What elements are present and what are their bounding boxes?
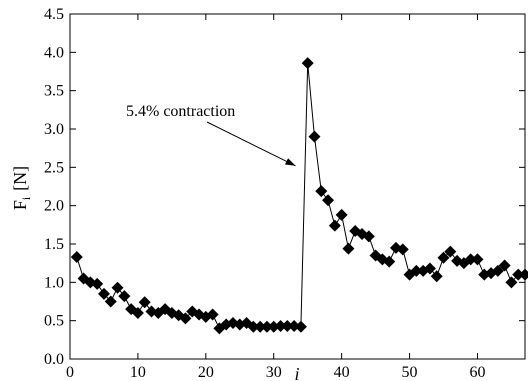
y-tick-label: 2.0 xyxy=(44,198,64,215)
y-tick-label: 2.5 xyxy=(44,159,64,176)
data-point xyxy=(328,219,341,232)
data-point xyxy=(118,290,131,303)
y-tick-label: 4.5 xyxy=(44,6,64,23)
data-point xyxy=(342,242,355,255)
data-point xyxy=(512,268,525,281)
data-point xyxy=(301,57,314,70)
data-point xyxy=(254,320,267,333)
x-tick-label: 50 xyxy=(402,364,418,381)
data-point xyxy=(281,320,294,333)
x-tick-label: 30 xyxy=(266,364,282,381)
y-tick-label: 3.0 xyxy=(44,121,64,138)
data-point xyxy=(498,259,511,272)
data-point xyxy=(519,268,528,281)
data-point xyxy=(247,320,260,333)
data-point xyxy=(491,264,504,277)
data-point xyxy=(383,255,396,268)
data-point xyxy=(97,287,110,300)
data-point xyxy=(335,208,348,221)
data-point xyxy=(288,320,301,333)
data-point xyxy=(315,185,328,198)
data-point xyxy=(444,245,457,258)
annotation-arrow xyxy=(206,121,296,167)
x-tick-label: 10 xyxy=(130,364,146,381)
data-point xyxy=(396,243,409,256)
data-point xyxy=(131,307,144,319)
axis-ticks xyxy=(69,13,525,360)
annotation-label: 5.4% contraction xyxy=(126,103,235,120)
y-axis-title-main: F xyxy=(10,200,30,210)
data-point xyxy=(138,296,151,309)
data-point xyxy=(70,251,83,264)
data-point xyxy=(464,253,477,266)
data-point xyxy=(437,251,450,264)
tick-labels: 0 10 20 30 40 50 60 0.0 0.5 1.0 1.5 2.0 2.5 3.0 3.5 4.0… xyxy=(44,6,485,381)
y-tick-label: 4.0 xyxy=(44,44,64,61)
x-axis-title: i xyxy=(294,364,299,381)
y-axis-title-subscript: i xyxy=(19,196,33,200)
data-point xyxy=(274,320,287,333)
data-point xyxy=(267,320,280,333)
data-point xyxy=(430,270,443,283)
data-point xyxy=(308,130,321,143)
x-tick-label: 40 xyxy=(334,364,350,381)
y-tick-label: 1.5 xyxy=(44,236,64,253)
data-point xyxy=(471,253,484,266)
plot-frame xyxy=(69,13,526,360)
data-point xyxy=(206,308,219,321)
data-point xyxy=(179,312,192,325)
data-point xyxy=(104,295,117,308)
data-point xyxy=(505,276,518,289)
y-tick-label: 3.5 xyxy=(44,83,64,100)
y-tick-label: 0.0 xyxy=(44,351,64,368)
data-point xyxy=(111,281,124,294)
x-tick-label: 0 xyxy=(66,364,74,381)
data-point xyxy=(362,230,375,243)
y-tick-label: 1.0 xyxy=(44,274,64,291)
x-tick-label: 60 xyxy=(469,364,485,381)
y-tick-label: 0.5 xyxy=(44,313,64,330)
annotation-arrowhead xyxy=(284,158,296,166)
y-axis-title-unit: [N] xyxy=(10,166,30,191)
data-point xyxy=(91,277,104,290)
y-axis-title: Fi [N] xyxy=(10,166,33,210)
data-point xyxy=(294,320,307,333)
data-point xyxy=(423,262,436,275)
series-layer xyxy=(70,57,528,335)
data-point xyxy=(260,320,273,333)
data-point xyxy=(322,194,335,207)
data-point xyxy=(410,264,423,277)
x-tick-label: 20 xyxy=(198,364,214,381)
